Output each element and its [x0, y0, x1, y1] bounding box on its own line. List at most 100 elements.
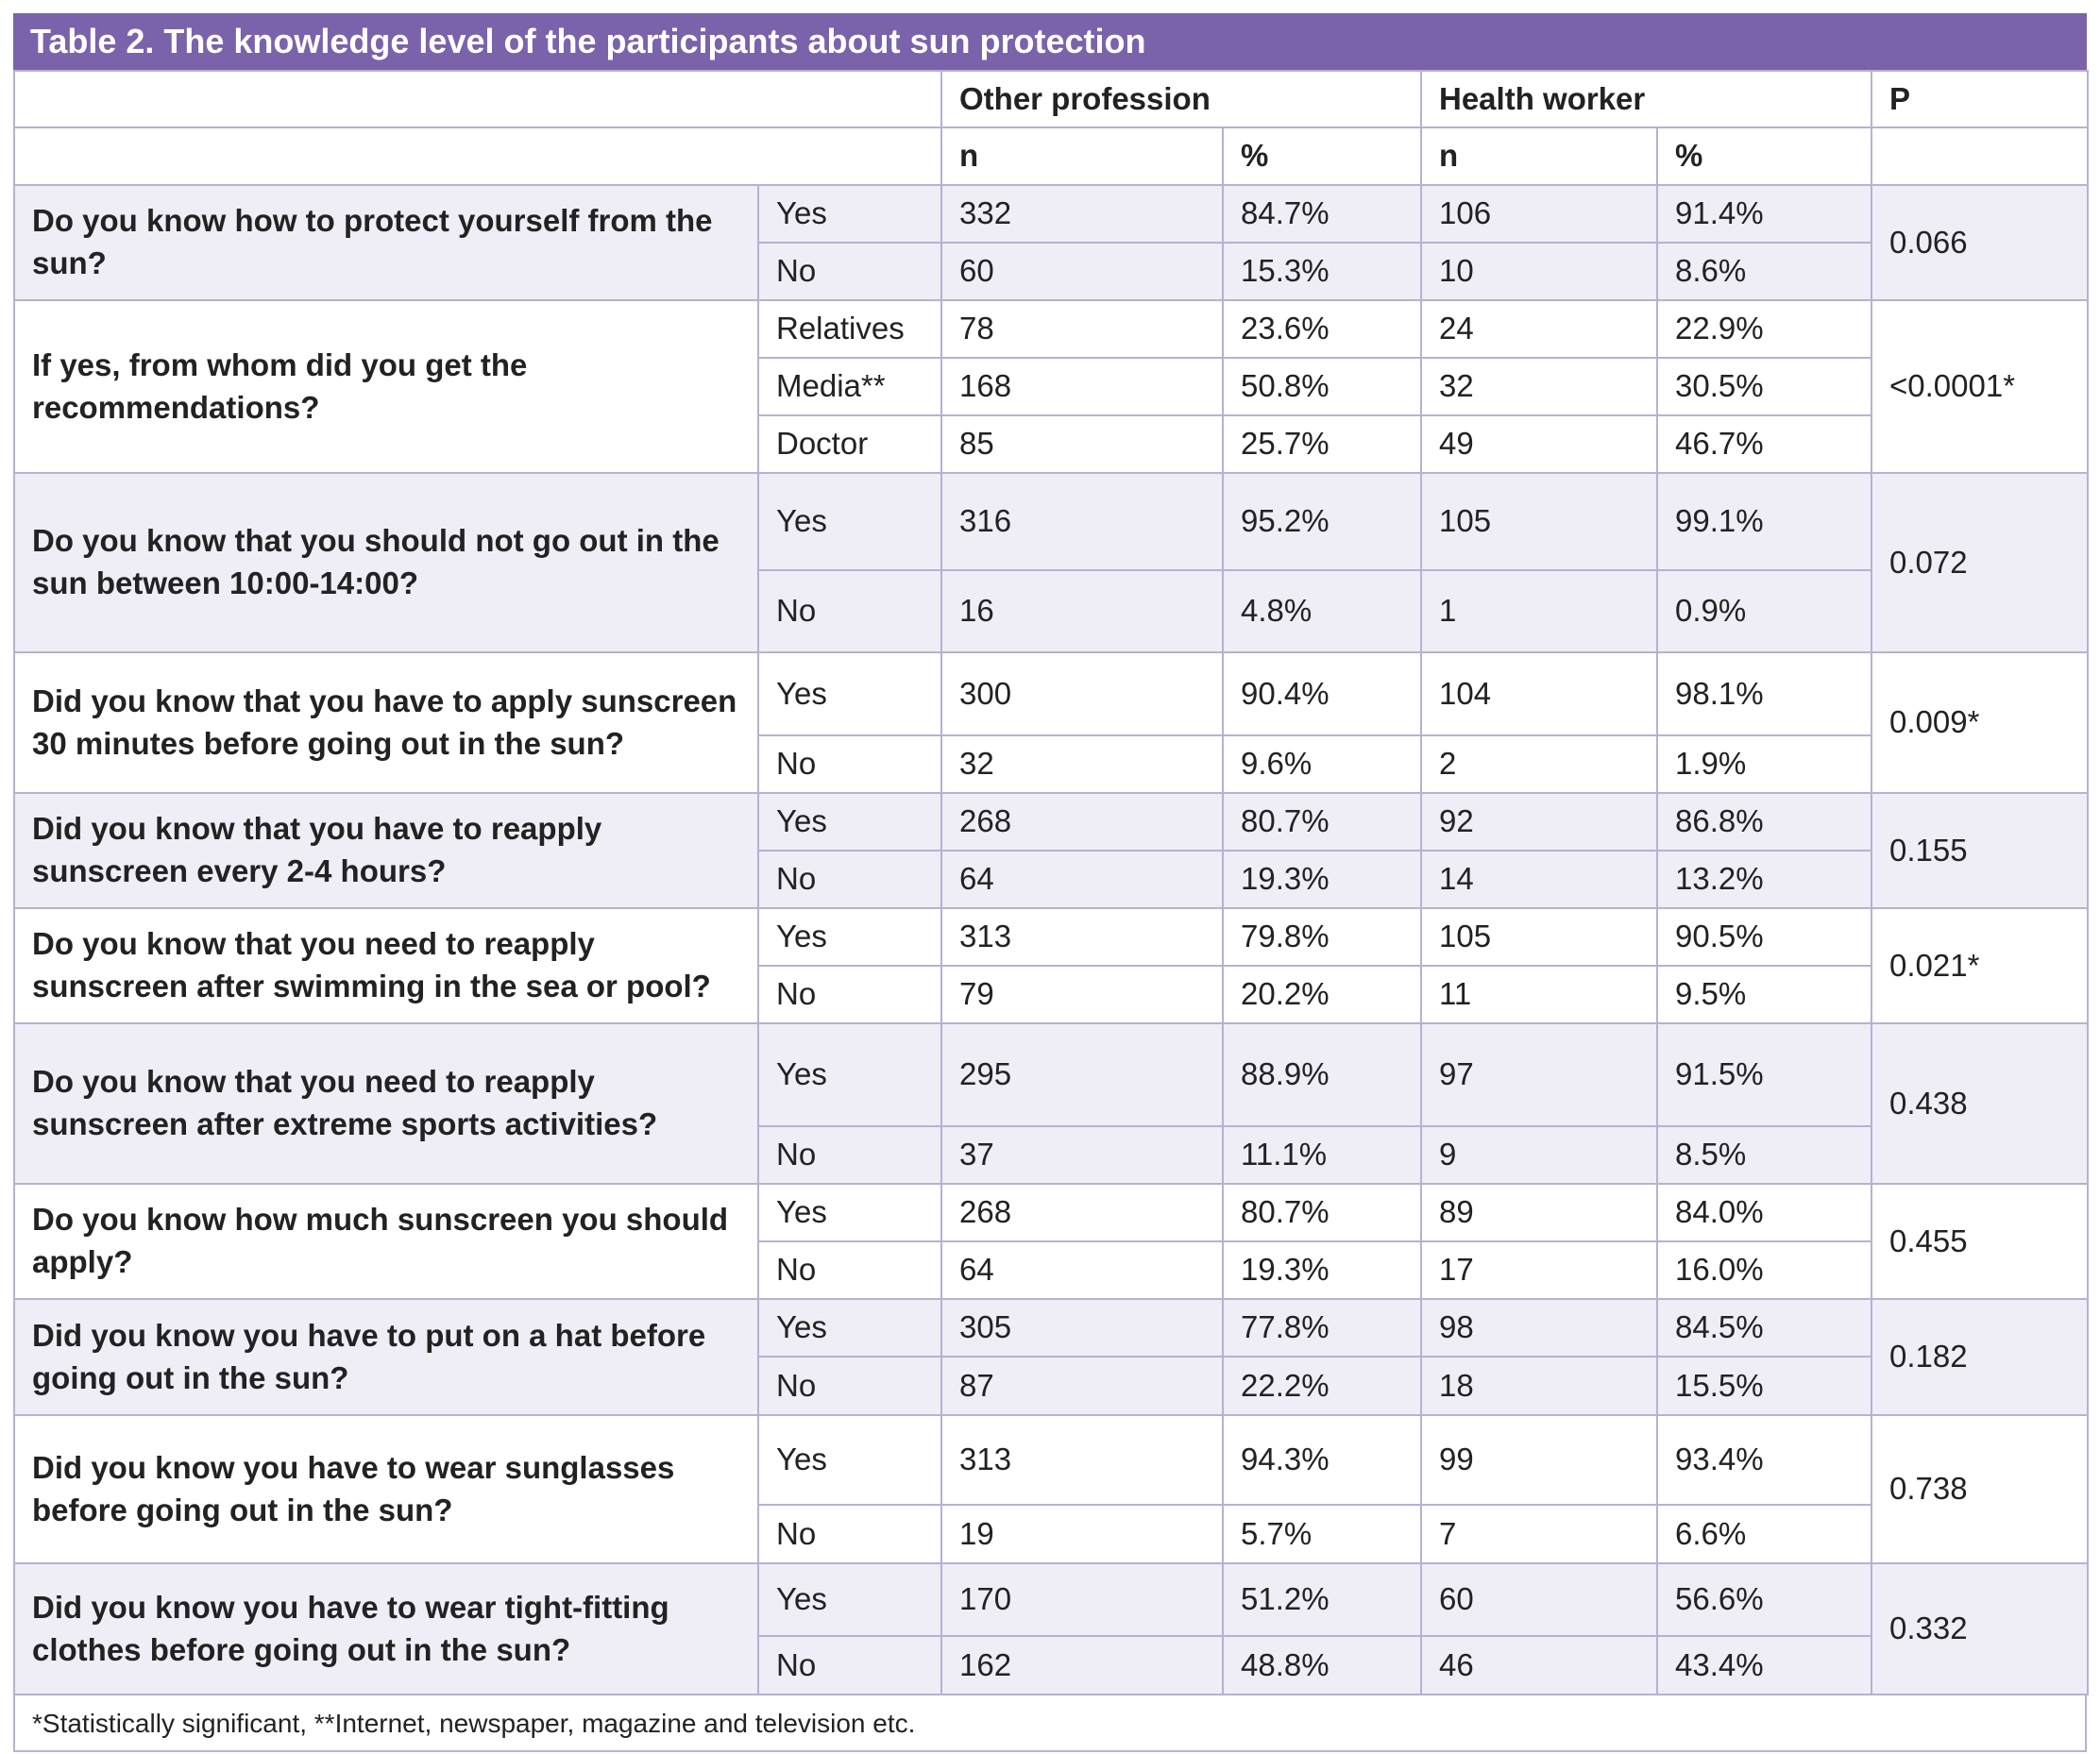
health-n-cell: 49	[1420, 414, 1658, 474]
table-row: Did you know you have to put on a hat be…	[13, 1298, 2089, 1416]
other-pct-cell: 80.7%	[1222, 1183, 1422, 1242]
answer-label-cell: No	[757, 1356, 942, 1416]
other-n-cell: 313	[940, 907, 1224, 967]
health-n-cell: 10	[1420, 242, 1658, 301]
answer-label-cell: Yes	[757, 184, 942, 244]
other-pct-cell: 23.6%	[1222, 299, 1422, 359]
other-pct-cell: 77.8%	[1222, 1298, 1422, 1358]
health-pct-cell: 46.7%	[1656, 414, 1872, 474]
answer-label-cell: No	[757, 1240, 942, 1300]
header-p: P	[1871, 70, 2089, 128]
other-n-cell: 268	[940, 1183, 1224, 1242]
p-value-cell: <0.0001*	[1871, 299, 2089, 474]
table-row: No 37 11.1% 9 8.5%	[14, 1125, 2088, 1185]
health-pct-cell: 6.6%	[1656, 1504, 1872, 1564]
header-pct-other: %	[1222, 126, 1422, 186]
health-pct-cell: 8.5%	[1656, 1125, 1872, 1185]
other-n-cell: 295	[940, 1022, 1224, 1127]
table-title: Table 2. The knowledge level of the part…	[13, 13, 2087, 70]
other-n-cell: 316	[940, 472, 1224, 571]
other-n-cell: 170	[940, 1562, 1224, 1637]
other-pct-cell: 95.2%	[1222, 472, 1422, 571]
header-health-worker: Health worker	[1420, 70, 1872, 128]
question-cell: Did you know you have to put on a hat be…	[13, 1298, 759, 1416]
other-pct-cell: 19.3%	[1222, 850, 1422, 909]
other-pct-cell: 48.8%	[1222, 1635, 1422, 1695]
footnote: *Statistically significant, **Internet, …	[13, 1695, 2087, 1752]
answer-label-cell: No	[757, 850, 942, 909]
table-row: No 79 20.2% 11 9.5%	[14, 965, 2088, 1024]
table-row: Do you know that you need to reapply sun…	[13, 907, 2089, 1024]
health-pct-cell: 99.1%	[1656, 472, 1872, 571]
p-value-cell: 0.332	[1871, 1562, 2089, 1695]
other-pct-cell: 51.2%	[1222, 1562, 1422, 1637]
answer-label-cell: Yes	[757, 1183, 942, 1242]
health-pct-cell: 84.5%	[1656, 1298, 1872, 1358]
other-n-cell: 305	[940, 1298, 1224, 1358]
health-pct-cell: 15.5%	[1656, 1356, 1872, 1416]
header-row-groups: Other profession Health worker P	[13, 70, 2089, 128]
other-pct-cell: 79.8%	[1222, 907, 1422, 967]
health-pct-cell: 22.9%	[1656, 299, 1872, 359]
table-row: No 64 19.3% 14 13.2%	[14, 850, 2088, 909]
table-row: No 162 48.8% 46 43.4%	[14, 1635, 2088, 1695]
answer-label-cell: Yes	[757, 651, 942, 736]
other-n-cell: 300	[940, 651, 1224, 736]
other-pct-cell: 90.4%	[1222, 651, 1422, 736]
health-n-cell: 106	[1420, 184, 1658, 244]
table-row: No 64 19.3% 17 16.0%	[14, 1240, 2088, 1300]
answer-label-cell: Yes	[757, 1022, 942, 1127]
health-pct-cell: 9.5%	[1656, 965, 1872, 1024]
health-n-cell: 98	[1420, 1298, 1658, 1358]
health-pct-cell: 90.5%	[1656, 907, 1872, 967]
p-value-cell: 0.438	[1871, 1022, 2089, 1185]
header-p-sub	[1871, 126, 2089, 186]
table-row: Do you know how much sunscreen you shoul…	[13, 1183, 2089, 1300]
answer-label-cell: Yes	[757, 1298, 942, 1358]
p-value-cell: 0.066	[1871, 184, 2089, 301]
health-pct-cell: 56.6%	[1656, 1562, 1872, 1637]
p-value-cell: 0.738	[1871, 1414, 2089, 1564]
table-row: No 60 15.3% 10 8.6%	[14, 242, 2088, 301]
question-cell: Did you know you have to wear sunglasses…	[13, 1414, 759, 1564]
question-cell: Do you know that you need to reapply sun…	[13, 907, 759, 1024]
health-n-cell: 32	[1420, 357, 1658, 416]
other-pct-cell: 50.8%	[1222, 357, 1422, 416]
question-cell: Do you know how much sunscreen you shoul…	[13, 1183, 759, 1300]
health-n-cell: 89	[1420, 1183, 1658, 1242]
health-n-cell: 9	[1420, 1125, 1658, 1185]
answer-label-cell: Yes	[757, 1414, 942, 1506]
other-pct-cell: 84.7%	[1222, 184, 1422, 244]
table-row: Did you know that you have to reapply su…	[13, 792, 2089, 909]
other-n-cell: 60	[940, 242, 1224, 301]
table-row: Did you know you have to wear sunglasses…	[13, 1414, 2089, 1564]
health-pct-cell: 86.8%	[1656, 792, 1872, 852]
table-row: Did you know you have to wear tight-fitt…	[13, 1562, 2089, 1695]
health-n-cell: 46	[1420, 1635, 1658, 1695]
other-n-cell: 19	[940, 1504, 1224, 1564]
health-n-cell: 60	[1420, 1562, 1658, 1637]
p-value-cell: 0.009*	[1871, 651, 2089, 794]
header-n-health: n	[1420, 126, 1658, 186]
table-row: If yes, from whom did you get the recomm…	[13, 299, 2089, 474]
other-pct-cell: 4.8%	[1222, 569, 1422, 653]
header-other-profession: Other profession	[940, 70, 1422, 128]
health-pct-cell: 93.4%	[1656, 1414, 1872, 1506]
table-row: No 16 4.8% 1 0.9%	[14, 569, 2088, 653]
other-pct-cell: 20.2%	[1222, 965, 1422, 1024]
table-row: Did you know that you have to apply suns…	[13, 651, 2089, 794]
health-pct-cell: 91.5%	[1656, 1022, 1872, 1127]
health-n-cell: 1	[1420, 569, 1658, 653]
other-n-cell: 268	[940, 792, 1224, 852]
answer-label-cell: No	[757, 569, 942, 653]
other-pct-cell: 25.7%	[1222, 414, 1422, 474]
question-cell: Do you know how to protect yourself from…	[13, 184, 759, 301]
other-n-cell: 64	[940, 850, 1224, 909]
other-n-cell: 85	[940, 414, 1224, 474]
header-blank-sub	[13, 126, 942, 186]
answer-label-cell: No	[757, 1635, 942, 1695]
other-n-cell: 32	[940, 734, 1224, 794]
answer-label-cell: No	[757, 1504, 942, 1564]
health-n-cell: 24	[1420, 299, 1658, 359]
health-n-cell: 105	[1420, 907, 1658, 967]
